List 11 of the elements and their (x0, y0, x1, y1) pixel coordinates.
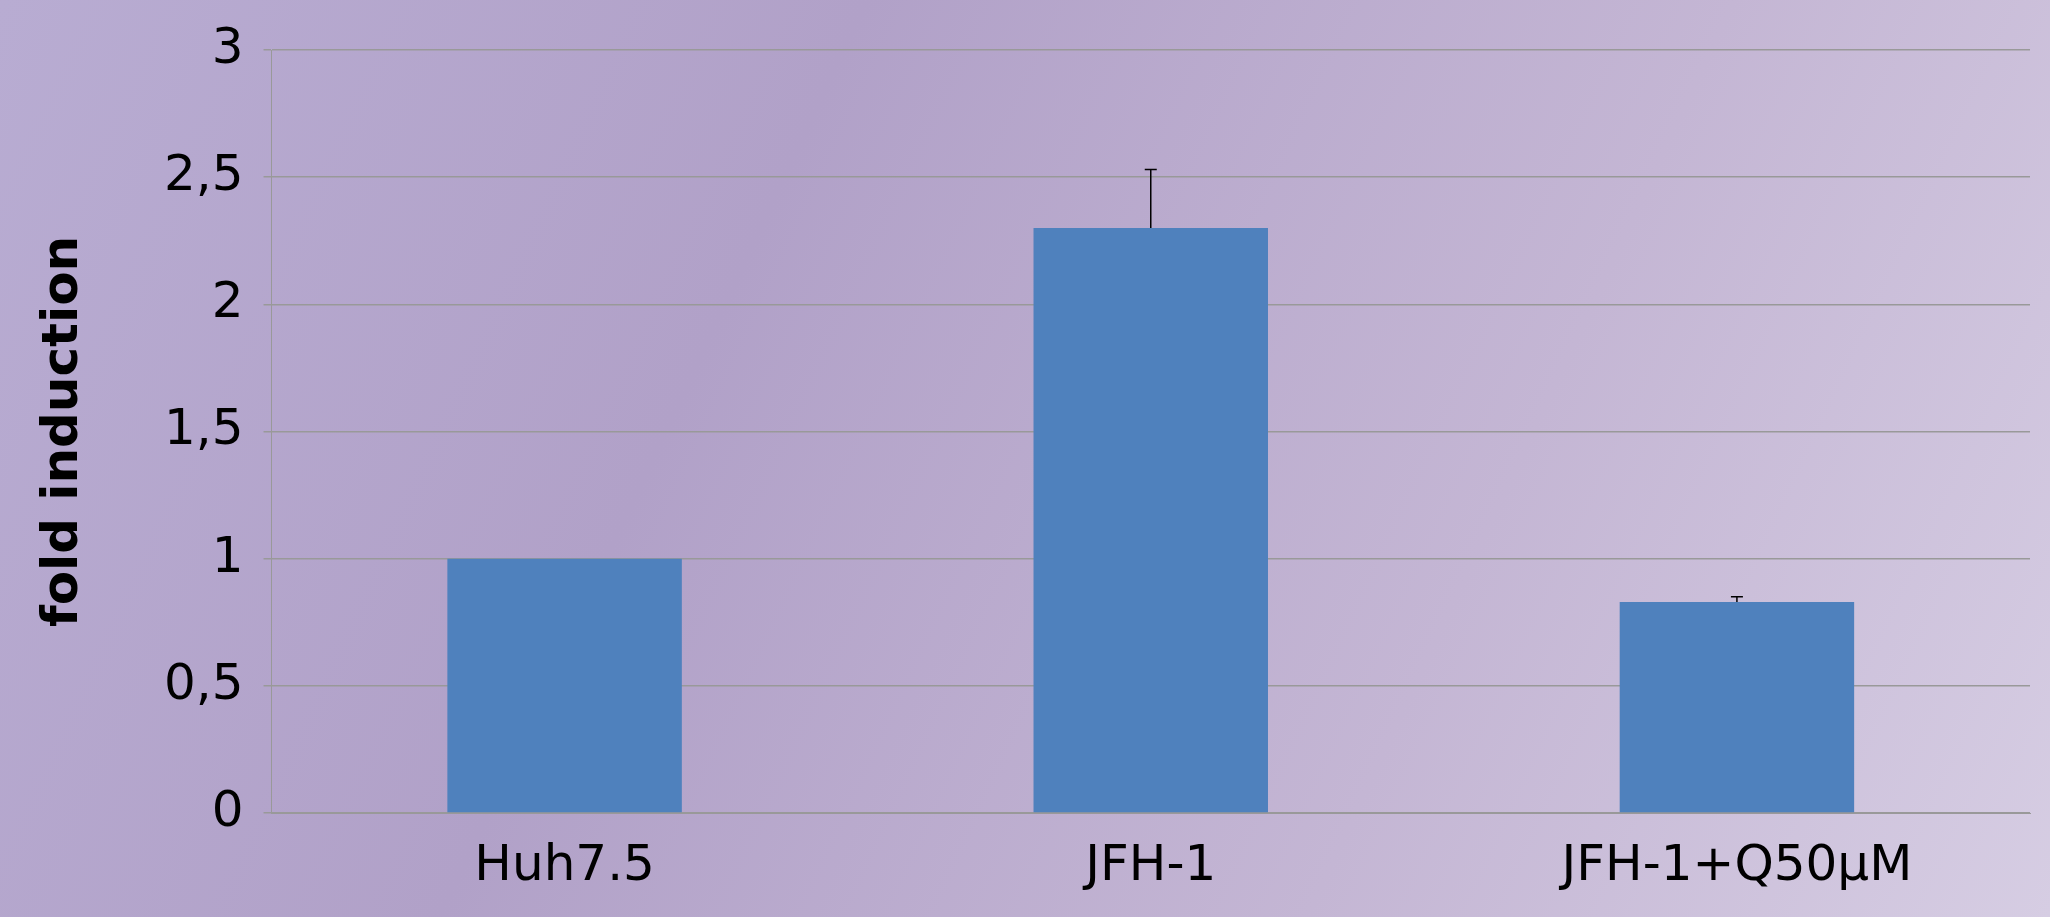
y-tick-label: 1 (211, 525, 244, 584)
y-tick-label: 0 (211, 779, 244, 838)
y-tick-label: 0,5 (163, 652, 244, 711)
y-tick-label: 1,5 (163, 398, 244, 457)
y-axis-title: fold induction (30, 235, 89, 628)
x-tick-label: Huh7.5 (474, 833, 655, 892)
y-tick-label: 2 (211, 271, 244, 330)
y-tick-label: 3 (211, 16, 244, 75)
x-tick-label: JFH-1+Q50µM (1558, 833, 1913, 892)
x-tick-label: JFH-1 (1082, 833, 1217, 892)
y-tick-label: 2,5 (163, 144, 244, 203)
